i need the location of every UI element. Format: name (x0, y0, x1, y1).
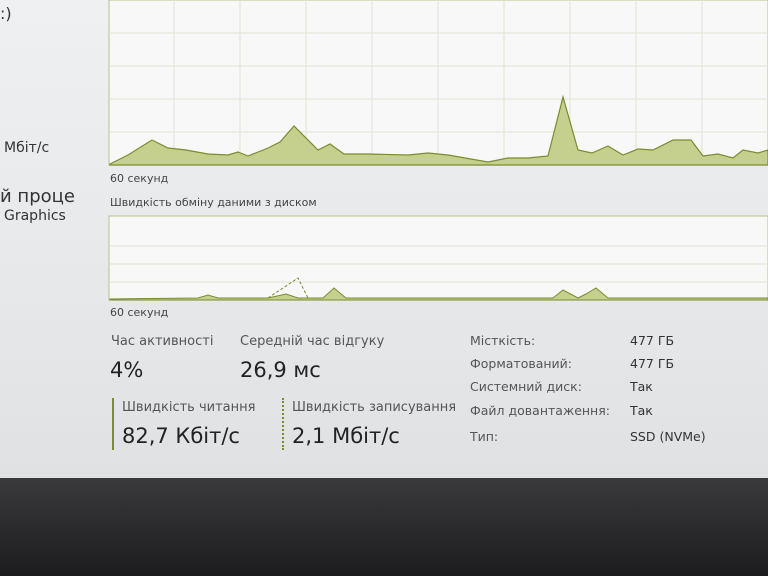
graph-grid (109, 245, 768, 283)
graph-time-label: 60 секунд (110, 306, 169, 319)
read-legend-bar (112, 398, 114, 450)
sidebar-text: Graphics (4, 208, 66, 224)
property-value: 477 ГБ (630, 356, 675, 371)
sidebar-text: й проце (0, 186, 75, 207)
stat-label: Швидкість записування (292, 400, 457, 415)
graph-grid (109, 0, 768, 165)
stat-value: 26,9 мс (240, 358, 321, 382)
write-line (267, 277, 323, 299)
stat-value: 2,1 Мбіт/с (292, 424, 400, 448)
stat-value: 82,7 Кбіт/с (122, 424, 240, 448)
sidebar-text: Мбіт/с (4, 140, 50, 156)
sidebar-text: :) (0, 4, 12, 23)
property-label: Файл довантаження: (470, 403, 610, 418)
property-label: Тип: (470, 429, 499, 444)
property-label: Місткість: (470, 333, 536, 348)
property-label: Системний диск: (470, 379, 582, 394)
property-value: Так (630, 403, 653, 418)
disk-graph (108, 215, 768, 301)
stat-label: Середній час відгуку (240, 334, 385, 349)
property-value: SSD (NVMe) (630, 429, 706, 444)
stat-label: Час активності (111, 334, 214, 349)
network-graph (108, 0, 768, 166)
screen: :) Мбіт/с й проце Graphics 60 секунд Шви… (0, 0, 768, 478)
property-value: 477 ГБ (630, 333, 675, 348)
read-line (109, 287, 768, 301)
property-label: Форматований: (470, 356, 573, 371)
laptop-bezel (0, 478, 768, 576)
write-legend-bar (282, 398, 284, 450)
graph-title: Швидкість обміну даними з диском (110, 196, 317, 209)
graph-frame (108, 215, 768, 301)
property-value: Так (630, 379, 653, 394)
stat-value: 4% (110, 358, 144, 382)
stat-label: Швидкість читання (122, 400, 256, 415)
throughput-line (109, 94, 768, 166)
graph-time-label: 60 секунд (110, 172, 169, 185)
